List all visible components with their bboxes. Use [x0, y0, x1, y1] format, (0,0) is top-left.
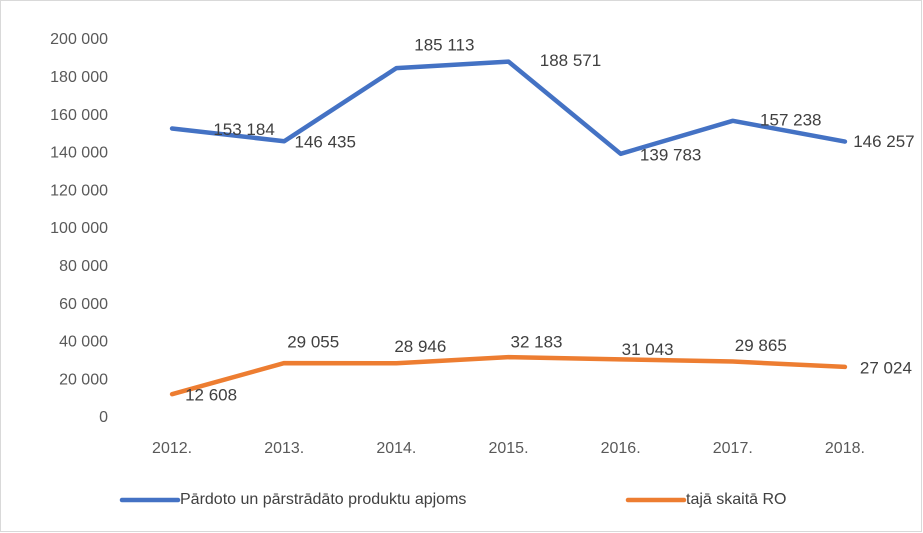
y-tick-label: 160 000 — [50, 107, 108, 124]
y-tick-label: 100 000 — [50, 220, 108, 237]
data-label: 31 043 — [622, 340, 674, 359]
data-label: 153 184 — [213, 120, 274, 139]
data-label: 29 865 — [735, 336, 787, 355]
data-label: 185 113 — [414, 36, 474, 55]
y-tick-label: 0 — [99, 409, 108, 426]
data-label: 139 783 — [640, 145, 701, 164]
data-label: 146 435 — [294, 133, 355, 152]
series-line — [169, 354, 848, 397]
data-label: 157 238 — [760, 110, 821, 129]
y-tick-label: 140 000 — [50, 145, 108, 162]
x-tick-label: 2018. — [825, 440, 865, 457]
x-tick-label: 2014. — [376, 440, 416, 457]
x-tick-label: 2015. — [488, 440, 528, 457]
series-line — [169, 59, 848, 157]
x-tick-label: 2016. — [601, 440, 641, 457]
y-tick-label: 200 000 — [50, 31, 108, 48]
data-label: 27 024 — [860, 358, 912, 377]
data-label: 12 608 — [185, 386, 237, 405]
x-tick-label: 2012. — [152, 440, 192, 457]
x-tick-label: 2013. — [264, 440, 304, 457]
y-tick-label: 20 000 — [59, 371, 108, 388]
x-tick-label: 2017. — [713, 440, 753, 457]
y-tick-label: 40 000 — [59, 334, 108, 351]
data-label: 32 183 — [511, 333, 563, 352]
data-label: 146 257 — [853, 132, 914, 151]
y-tick-label: 120 000 — [50, 182, 108, 199]
data-label: 28 946 — [394, 337, 446, 356]
data-label: 29 055 — [287, 333, 339, 352]
y-tick-label: 60 000 — [59, 296, 108, 313]
y-tick-label: 180 000 — [50, 69, 108, 86]
legend-label: Pārdoto un pārstrādāto produktu apjoms — [180, 491, 466, 508]
data-label: 188 571 — [540, 51, 601, 70]
y-tick-label: 80 000 — [59, 258, 108, 275]
legend-label: tajā skaitā RO — [686, 491, 786, 508]
